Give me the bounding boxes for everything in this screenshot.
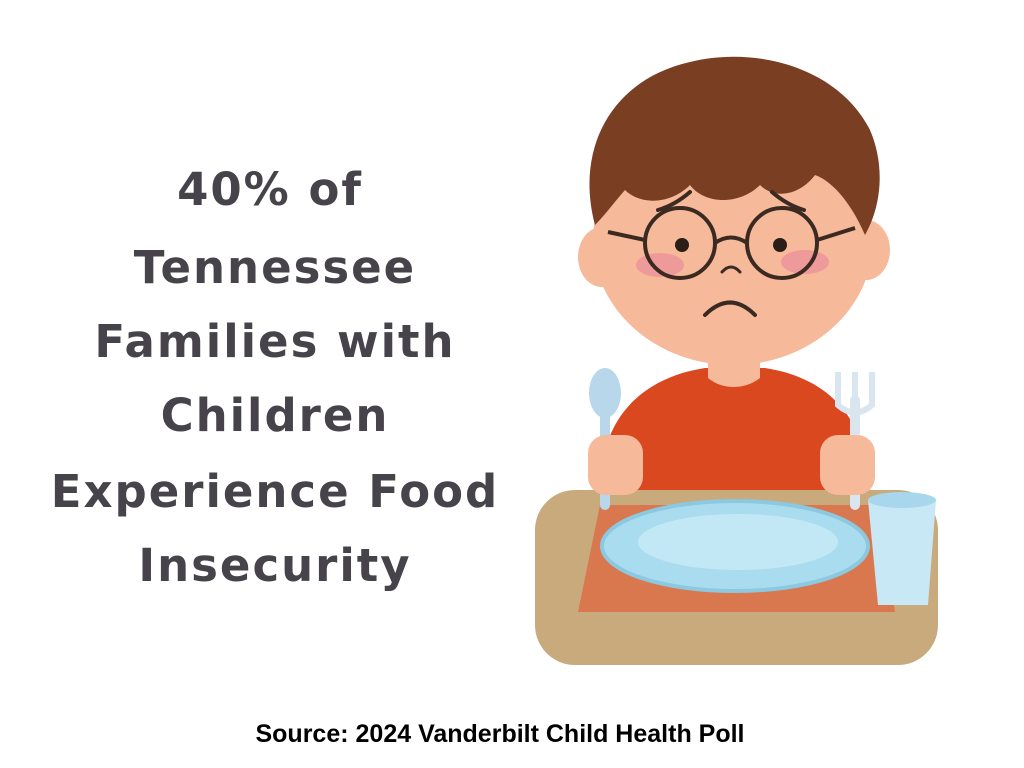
mouth [703,300,757,317]
headline-line: Insecurity [138,539,411,592]
headline-line: 40% of [177,163,363,216]
fork-tines [835,372,875,416]
headline: 40% of Tennessee Families with Children … [51,163,500,592]
eye [773,238,787,252]
cheek [781,250,829,274]
hair [589,56,880,236]
nose [720,265,742,274]
eye [675,238,689,252]
headline-line: Children [161,389,390,442]
shirt [600,368,868,490]
headline-line: Tennessee [134,241,416,294]
headline-line: Experience Food [51,465,500,518]
hand [820,435,875,495]
spoon-bowl [589,368,621,418]
brow [656,190,692,212]
glass-rim [868,492,936,508]
illustration [535,56,938,665]
source-note: Source: 2024 Vanderbilt Child Health Pol… [255,720,744,748]
glasses [607,206,856,280]
brow [770,190,806,212]
plate-center [638,514,838,570]
hand [588,435,643,495]
glass [868,500,936,605]
headline-line: Families with [94,315,455,368]
